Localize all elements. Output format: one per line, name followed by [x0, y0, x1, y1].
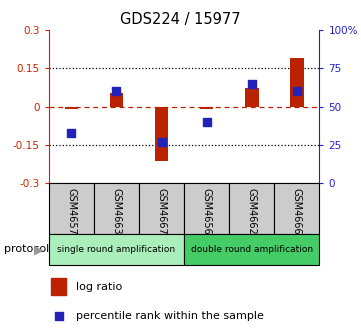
Text: double round amplification: double round amplification	[191, 245, 313, 254]
Bar	[49, 183, 94, 234]
Text: GSM4657: GSM4657	[66, 188, 76, 235]
Point	[69, 130, 74, 135]
Bar	[229, 183, 274, 234]
Bar	[94, 183, 139, 234]
Text: GSM4662: GSM4662	[247, 188, 257, 235]
Point	[204, 119, 209, 125]
Text: GDS224 / 15977: GDS224 / 15977	[120, 12, 241, 27]
Bar	[245, 88, 258, 107]
Bar	[155, 107, 168, 162]
Point	[294, 89, 300, 94]
Bar	[65, 107, 78, 109]
Point	[56, 314, 62, 319]
Bar	[184, 183, 229, 234]
Bar	[200, 107, 213, 109]
Bar	[184, 234, 319, 265]
Text: GSM4656: GSM4656	[202, 188, 212, 235]
Text: protocol: protocol	[4, 245, 49, 254]
Bar	[49, 234, 184, 265]
Bar	[290, 58, 304, 107]
Text: single round amplification: single round amplification	[57, 245, 175, 254]
Point	[159, 139, 165, 144]
Bar	[52, 278, 66, 295]
Bar	[139, 183, 184, 234]
Text: ▶: ▶	[34, 244, 43, 257]
Bar	[110, 93, 123, 107]
Text: percentile rank within the sample: percentile rank within the sample	[76, 311, 264, 321]
Text: log ratio: log ratio	[76, 282, 122, 292]
Text: GSM4666: GSM4666	[292, 188, 302, 235]
Bar	[274, 183, 319, 234]
Text: GSM4663: GSM4663	[112, 188, 121, 235]
Point	[114, 89, 119, 94]
Text: GSM4667: GSM4667	[157, 188, 166, 235]
Point	[249, 81, 255, 86]
